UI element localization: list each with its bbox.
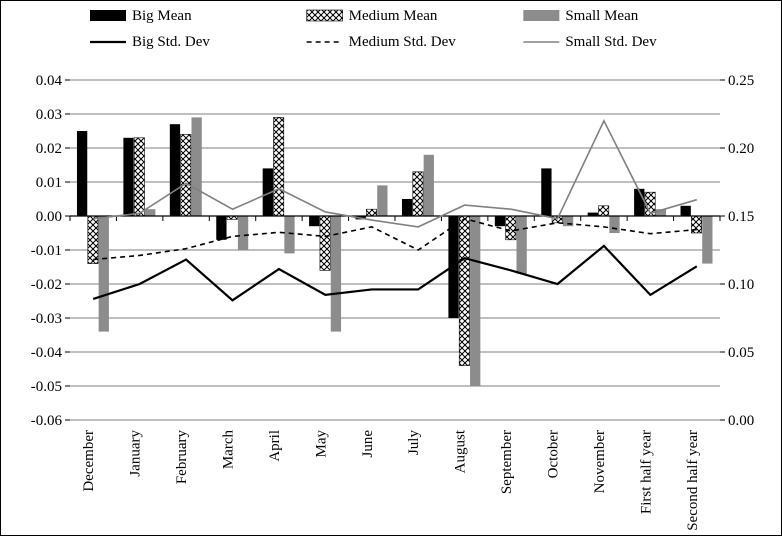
bar xyxy=(320,216,330,270)
svg-text:-0.01: -0.01 xyxy=(31,243,62,259)
bar xyxy=(413,172,423,216)
bar xyxy=(609,216,619,233)
category-label: August xyxy=(453,429,469,473)
bar xyxy=(145,209,155,216)
bar xyxy=(541,168,551,216)
svg-text:0.03: 0.03 xyxy=(36,107,62,123)
legend-label: Big Mean xyxy=(132,8,192,24)
svg-text:-0.02: -0.02 xyxy=(31,277,62,293)
bar xyxy=(88,216,98,264)
svg-text:-0.03: -0.03 xyxy=(31,311,62,327)
svg-text:0.04: 0.04 xyxy=(36,73,63,89)
category-label: June xyxy=(360,430,376,458)
bar xyxy=(424,155,434,216)
svg-text:0.20: 0.20 xyxy=(728,141,754,157)
category-label: October xyxy=(546,430,562,478)
category-label: February xyxy=(174,430,190,485)
category-label: May xyxy=(313,430,329,458)
svg-text:0.10: 0.10 xyxy=(728,277,754,293)
bar xyxy=(170,124,180,216)
legend-label: Medium Mean xyxy=(349,8,438,24)
svg-text:-0.04: -0.04 xyxy=(31,345,63,361)
svg-text:0.01: 0.01 xyxy=(36,175,62,191)
category-label: Second half year xyxy=(685,430,701,531)
svg-text:-0.06: -0.06 xyxy=(31,413,63,429)
legend-swatch xyxy=(307,10,343,21)
bar xyxy=(123,138,133,216)
legend-label: Big Std. Dev xyxy=(132,34,210,50)
bar xyxy=(309,216,319,226)
bar xyxy=(470,216,480,386)
bar xyxy=(134,138,144,216)
bar xyxy=(331,216,341,332)
bar xyxy=(599,206,609,216)
category-label: December xyxy=(81,430,97,492)
bar xyxy=(681,206,691,216)
svg-text:0.02: 0.02 xyxy=(36,141,62,157)
bar xyxy=(516,216,526,274)
category-label: March xyxy=(221,430,237,470)
bar xyxy=(238,216,248,250)
category-label: January xyxy=(128,430,144,477)
bar xyxy=(402,199,412,216)
svg-text:0.05: 0.05 xyxy=(728,345,754,361)
bar xyxy=(77,131,87,216)
legend-swatch xyxy=(90,10,126,21)
legend-swatch xyxy=(523,10,559,21)
category-label: First half year xyxy=(638,430,654,514)
category-label: September xyxy=(499,430,515,494)
category-label: November xyxy=(592,430,608,493)
svg-text:0.15: 0.15 xyxy=(728,209,754,225)
bar xyxy=(99,216,109,332)
svg-text:-0.05: -0.05 xyxy=(31,379,62,395)
legend-label: Medium Std. Dev xyxy=(349,34,457,50)
svg-text:0.00: 0.00 xyxy=(36,209,62,225)
category-label: July xyxy=(406,430,422,456)
legend-label: Small Mean xyxy=(565,8,638,24)
bar xyxy=(181,134,191,216)
legend-label: Small Std. Dev xyxy=(565,34,657,50)
combo-chart: -0.06 -0.05 -0.04 -0.03 -0.02 -0.01 0.00 0.01 0.… xyxy=(0,0,782,536)
bar xyxy=(506,216,516,240)
bar xyxy=(216,216,226,240)
svg-text:0.25: 0.25 xyxy=(728,73,754,89)
bar xyxy=(191,117,201,216)
bar xyxy=(284,216,294,253)
svg-text:0.00: 0.00 xyxy=(728,413,754,429)
bar xyxy=(274,117,284,216)
bar xyxy=(377,185,387,216)
bar xyxy=(702,216,712,264)
bar xyxy=(495,216,505,226)
bar xyxy=(459,216,469,366)
category-label: April xyxy=(267,430,283,462)
bar xyxy=(366,209,376,216)
